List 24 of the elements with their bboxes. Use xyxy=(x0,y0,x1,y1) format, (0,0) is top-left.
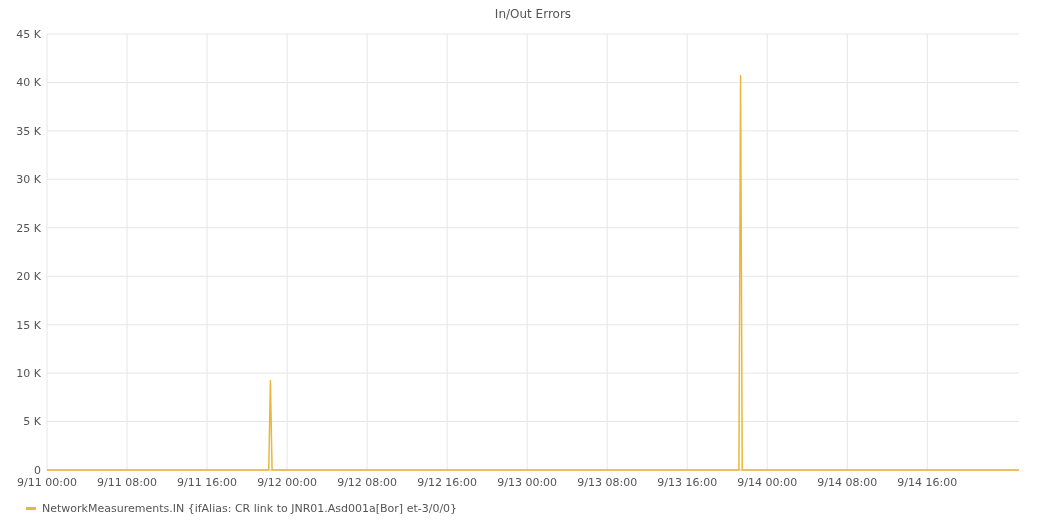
y-tick-label: 25 K xyxy=(16,221,42,235)
x-tick-label: 9/14 16:00 xyxy=(897,476,958,489)
x-tick-label: 9/11 16:00 xyxy=(177,476,238,489)
y-tick-label: 30 K xyxy=(16,173,42,187)
y-tick-label: 15 K xyxy=(16,318,42,332)
x-tick-label: 9/13 08:00 xyxy=(577,476,638,489)
y-tick-label: 40 K xyxy=(16,76,42,90)
x-tick-label: 9/14 00:00 xyxy=(737,476,798,489)
x-tick-label: 9/12 08:00 xyxy=(337,476,398,489)
x-tick-label: 9/11 08:00 xyxy=(97,476,157,489)
x-tick-label: 9/14 08:00 xyxy=(817,476,878,489)
x-tick-label: 9/12 16:00 xyxy=(417,476,478,489)
chart-title: In/Out Errors xyxy=(494,7,572,21)
y-tick-label: 5 K xyxy=(23,415,42,429)
legend-label: NetworkMeasurements.IN {ifAlias: CR link to JNR01.Asd001a[Bor] et-3/0/0} xyxy=(42,501,458,515)
x-tick-label: 9/13 16:00 xyxy=(657,476,718,489)
y-tick-label: 0 xyxy=(34,463,41,477)
y-tick-label: 45 K xyxy=(16,27,42,41)
x-tick-label: 9/13 00:00 xyxy=(497,476,558,489)
y-tick-label: 20 K xyxy=(16,270,42,284)
y-tick-label: 10 K xyxy=(16,366,42,380)
x-tick-label: 9/12 00:00 xyxy=(257,476,318,489)
x-tick-label: 9/11 00:00 xyxy=(17,476,77,489)
y-tick-label: 35 K xyxy=(16,124,42,138)
